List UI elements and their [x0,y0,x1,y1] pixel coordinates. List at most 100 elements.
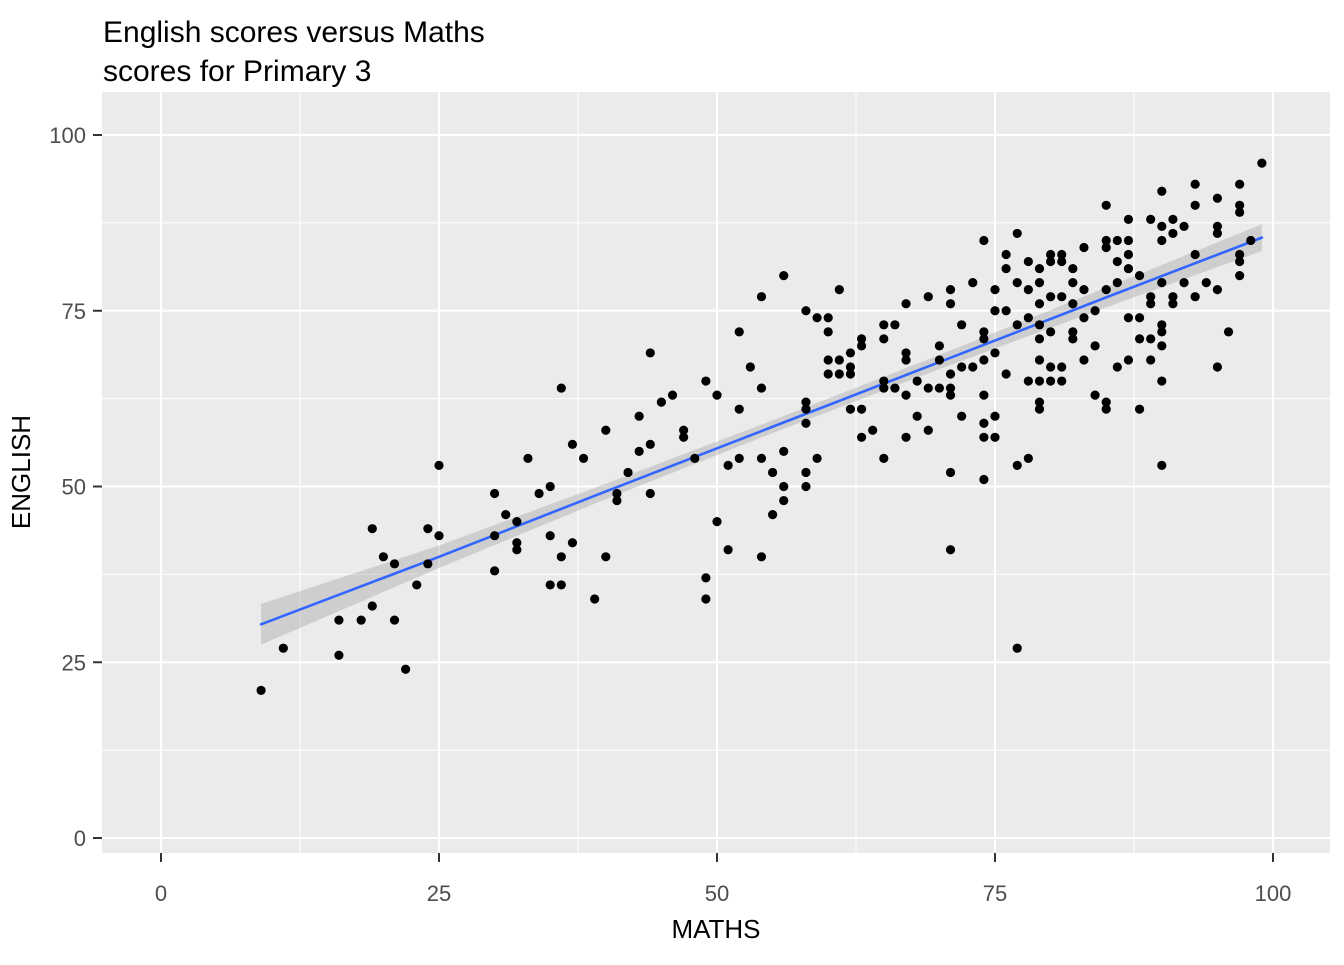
data-point [389,615,400,625]
data-point [1123,355,1134,365]
data-point [1090,341,1100,351]
data-point [968,278,978,288]
data-point [1235,200,1245,210]
data-point [801,467,811,478]
data-point [957,411,967,421]
data-point [712,517,722,527]
data-point [779,271,789,281]
data-point [779,446,789,456]
data-point [545,481,555,492]
data-point [879,334,889,344]
data-point [879,376,889,386]
data-point [1235,271,1245,281]
data-point [601,552,611,562]
x-tick-label: 100 [1255,881,1292,906]
data-point [979,327,989,337]
data-point [1001,306,1011,316]
data-point [923,383,933,393]
data-point [1134,271,1145,281]
data-point [1101,404,1111,414]
data-point [1057,362,1067,372]
data-point [523,453,533,463]
data-point [623,467,633,478]
data-point [1034,263,1045,274]
data-point [1001,249,1011,260]
data-point [923,425,933,435]
data-point [801,404,811,414]
data-point [1146,214,1156,224]
data-point [1034,397,1045,407]
data-point [1101,235,1111,246]
data-point [667,390,678,400]
data-point [556,383,566,393]
data-point [901,348,911,358]
data-point [512,538,522,548]
data-point [423,559,433,569]
data-point [979,334,989,344]
data-point [1190,200,1200,210]
data-point [1168,292,1178,302]
data-point [1079,355,1089,365]
data-point [545,580,555,590]
data-point [1012,320,1022,330]
data-point [734,453,744,463]
y-tick-label: 75 [62,299,86,324]
data-point [545,531,555,541]
data-point [712,390,722,400]
data-point [1157,186,1167,196]
data-point [723,460,733,471]
data-point [912,411,922,421]
data-point [1235,249,1245,260]
data-point [779,495,789,506]
data-point [901,355,911,365]
data-point [1034,320,1045,330]
data-point [1046,327,1056,337]
data-point [1034,334,1045,344]
data-point [979,432,989,442]
data-point [1034,355,1045,365]
data-point [968,362,978,372]
data-point [1190,292,1200,302]
data-point [1023,376,1033,386]
data-point [645,439,655,449]
data-point [367,601,377,611]
data-point [1112,278,1122,288]
data-point [868,425,878,435]
y-axis-title: ENGLISH [6,415,36,529]
data-point [812,453,822,463]
data-point [578,453,589,463]
data-point [412,580,422,590]
data-point [1046,249,1056,260]
data-point [679,432,689,442]
data-point [1134,334,1145,344]
data-point [768,467,778,478]
data-point [1101,200,1111,210]
data-point [1179,221,1189,231]
data-point [1157,278,1167,288]
data-point [912,376,922,386]
data-point [1146,355,1156,365]
x-axis-title: MATHS [671,914,760,944]
data-point [256,685,266,695]
data-point [401,664,411,674]
plot-title-line2: scores for Primary 3 [103,55,371,88]
data-point [1034,299,1045,309]
data-point [1101,285,1111,295]
data-point [734,327,744,337]
data-point [278,643,288,653]
data-point [990,411,1000,421]
data-point [1101,397,1111,407]
data-point [645,488,655,499]
data-point [923,292,933,302]
data-point [756,453,767,463]
data-point [1057,292,1067,302]
data-point [679,425,689,435]
data-point [734,404,744,414]
data-point [1157,235,1167,246]
data-point [1157,376,1167,386]
y-tick-label: 0 [74,826,86,851]
data-point [634,446,644,456]
data-point [879,453,889,463]
data-point [645,348,655,358]
